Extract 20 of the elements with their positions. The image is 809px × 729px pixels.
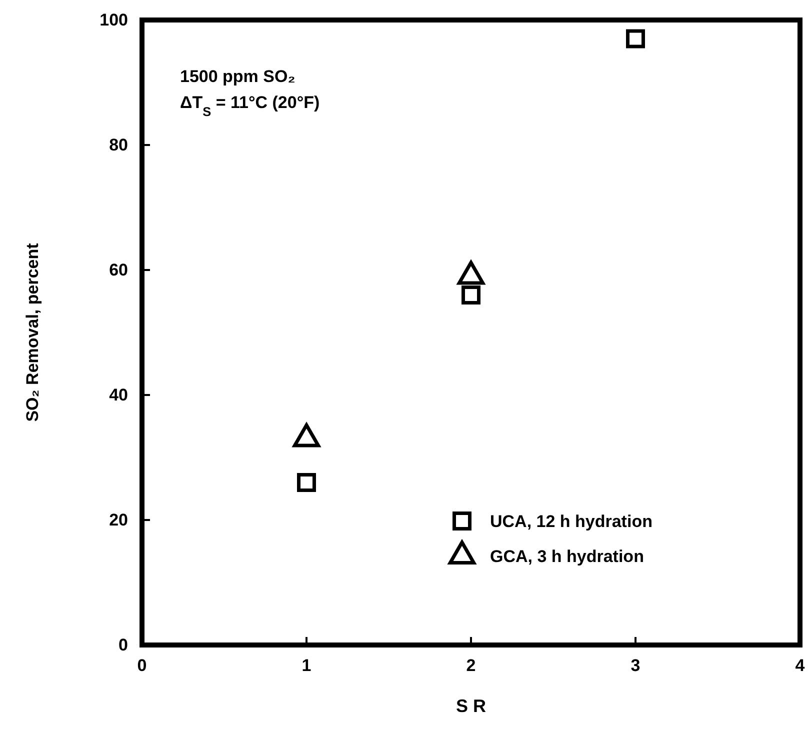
annotation: 1500 ppm SO₂ <box>180 67 296 86</box>
y-tick-label: 0 <box>118 635 128 654</box>
x-tick-label: 2 <box>466 656 476 676</box>
y-tick-label: 100 <box>100 10 128 30</box>
y-tick-label: 40 <box>109 385 128 404</box>
legend-label: UCA, 12 h hydration <box>490 512 652 531</box>
point <box>462 286 480 304</box>
y-tick-label: 60 <box>109 260 128 280</box>
point <box>297 473 316 492</box>
y-tick-label: 80 <box>109 135 128 154</box>
x-axis-title: S R <box>456 696 486 716</box>
x-tick-label: 3 <box>630 656 640 676</box>
x-tick-label: 1 <box>302 656 312 676</box>
y-axis-title: SO₂ Removal, percent <box>23 242 42 422</box>
x-tick-label: 4 <box>795 656 806 676</box>
point <box>626 29 645 48</box>
y-tick-label: 20 <box>109 510 128 530</box>
annotation: ΔT$_{S}$ = 11°C (20°F) <box>180 93 320 118</box>
x-tick-label: 0 <box>137 656 147 676</box>
legend-label: GCA, 3 h hydration <box>490 547 644 566</box>
